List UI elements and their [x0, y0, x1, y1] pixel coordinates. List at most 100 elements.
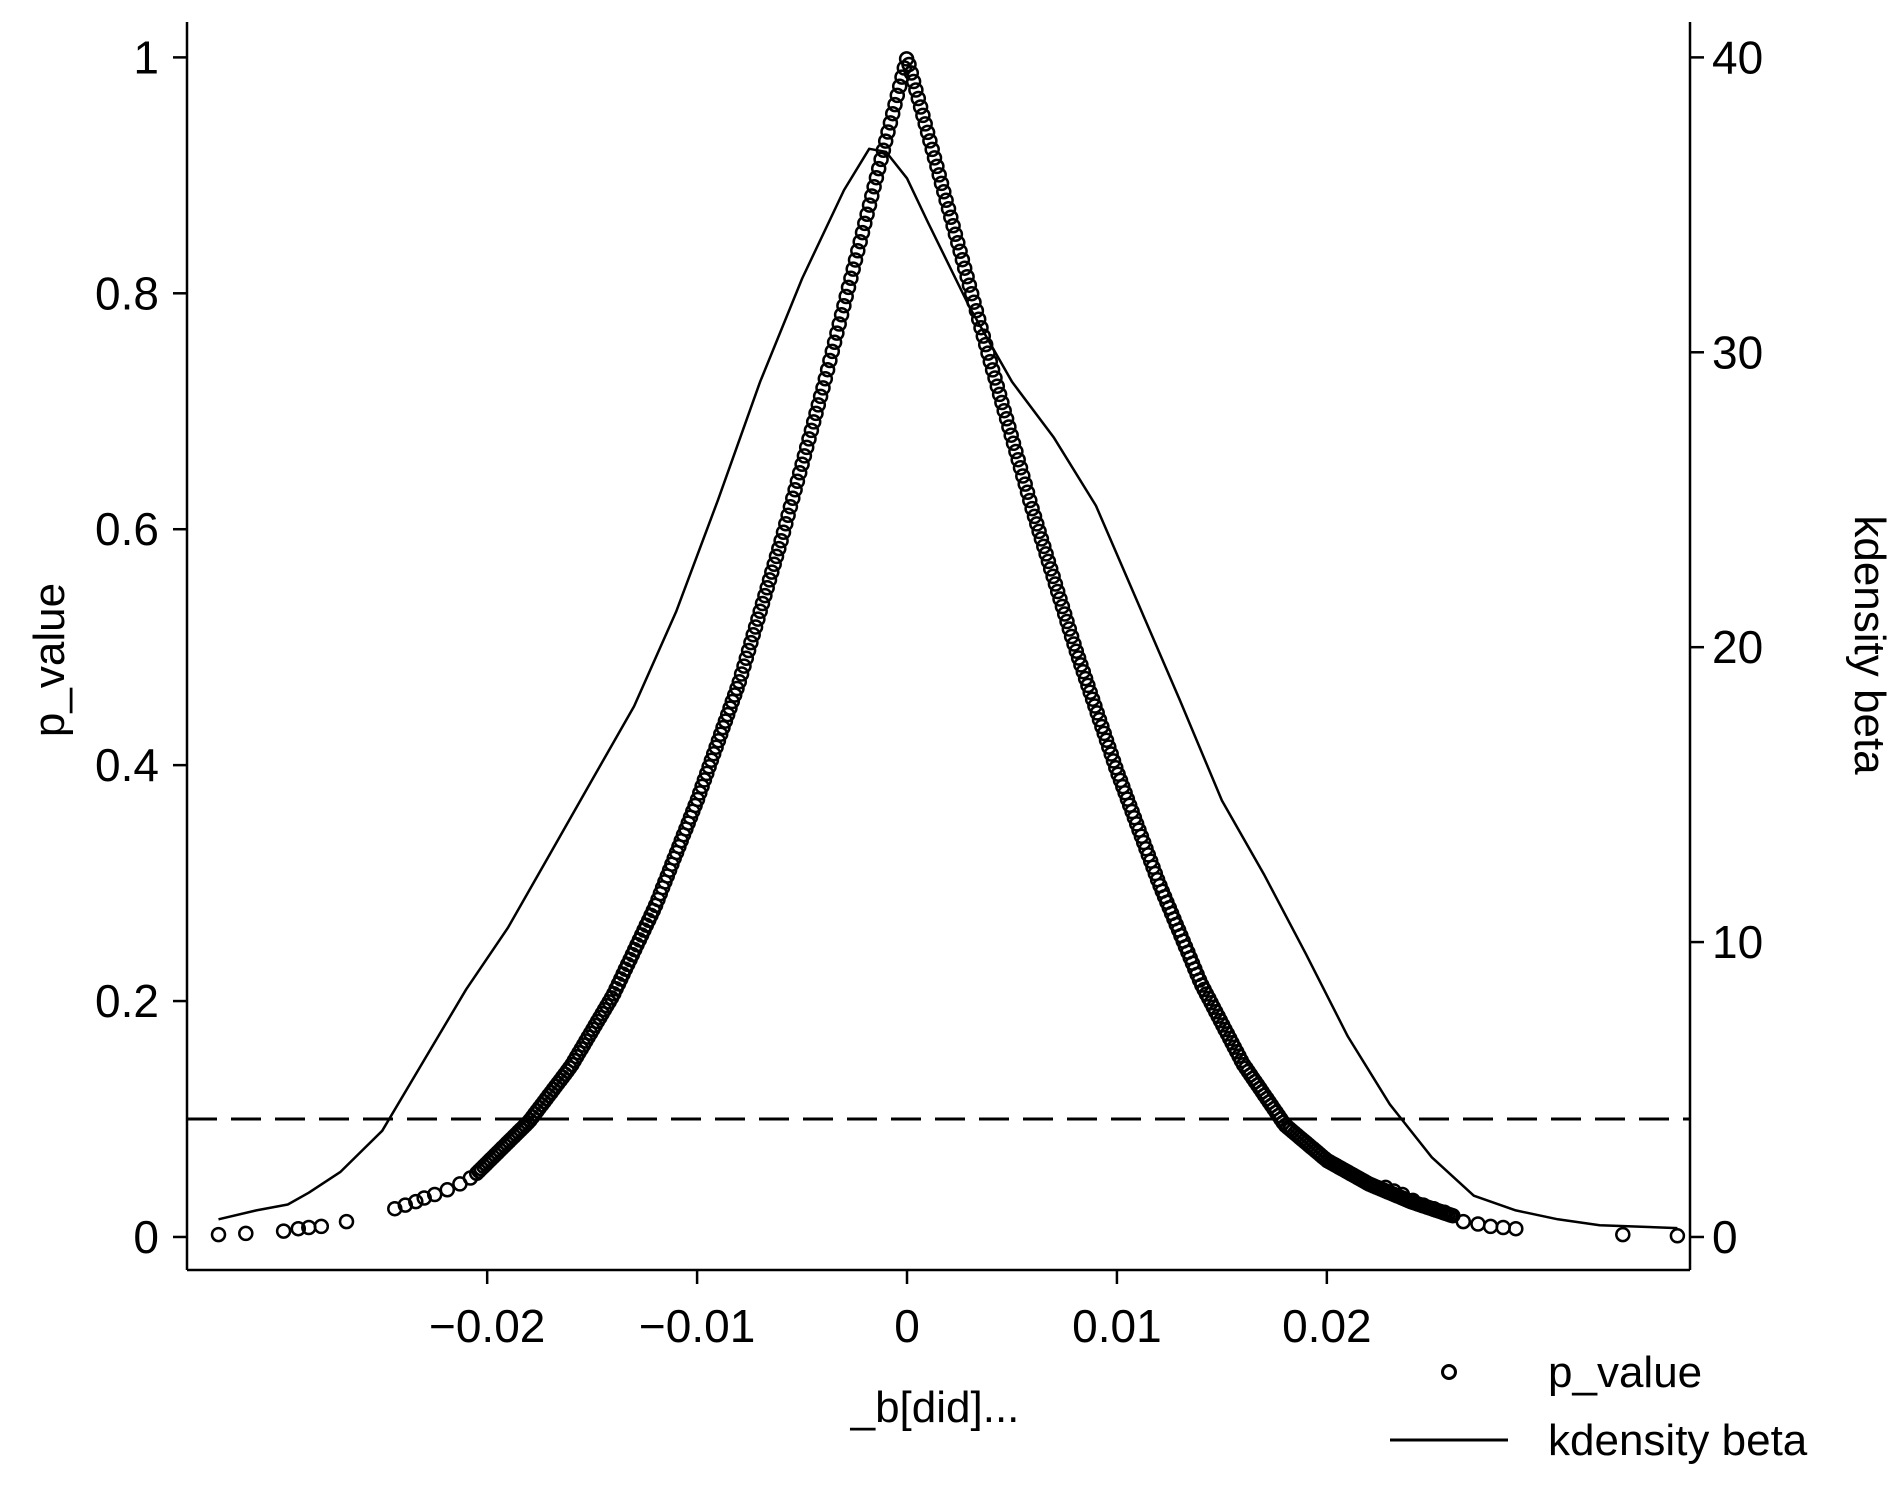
p-value-point [984, 362, 1001, 378]
p-value-point [843, 270, 859, 287]
p-value-point [852, 233, 868, 250]
p-value-point [877, 133, 894, 149]
p-value-point [922, 133, 938, 149]
p-value-point [912, 99, 929, 115]
p-value-point [733, 666, 750, 682]
p-value-point [1077, 670, 1094, 687]
p-value-point [798, 439, 815, 456]
p-value-point [847, 252, 864, 268]
p-value-point [812, 388, 829, 405]
p-value-point [903, 65, 920, 81]
p-value-point [982, 353, 999, 370]
y-tick-label: 0.2 [95, 975, 159, 1027]
y-tick-label: 0 [133, 1211, 159, 1263]
p-value-point [838, 288, 854, 305]
p-value-point [882, 115, 899, 131]
p-value-point [1015, 468, 1031, 484]
p-value-point [1094, 718, 1110, 735]
p-value-point [1066, 636, 1082, 652]
p-value-point [956, 260, 973, 276]
p-value-point [866, 179, 882, 195]
p-value-point [1038, 546, 1054, 562]
p-value-point [1059, 613, 1075, 630]
p-value-point [789, 473, 806, 490]
p-value-point [1482, 1218, 1499, 1235]
p-value-point [785, 490, 801, 507]
x-tick-label: 0.01 [1072, 1300, 1162, 1352]
p-value-point [768, 548, 785, 565]
kdensity-series-group [218, 147, 1678, 1230]
p-value-point [1031, 523, 1047, 540]
p-value-point [764, 564, 780, 580]
p-value-point [1024, 500, 1040, 517]
p-value-point [740, 642, 757, 659]
p-value-point [736, 658, 752, 674]
p-value-point [815, 380, 831, 396]
p-value-point [926, 150, 943, 166]
p-value-point [1082, 684, 1098, 701]
p-value-point [766, 556, 782, 573]
p-value-point [917, 116, 933, 132]
p-value-point [826, 334, 843, 351]
x-tick-label: 0 [894, 1300, 920, 1352]
p-value-point [743, 634, 759, 651]
p-value-point [905, 73, 922, 90]
p-value-point [1008, 443, 1024, 460]
p-value-point [975, 328, 992, 344]
p-value-point [947, 226, 964, 243]
p-value-point [791, 465, 808, 481]
p-value-point [810, 397, 827, 413]
p-value-point [833, 307, 850, 323]
p-value-point [824, 343, 841, 360]
p-value-point [805, 414, 822, 430]
p-value-point [973, 319, 989, 336]
p-value-point [210, 1226, 227, 1243]
axes [173, 22, 1704, 1284]
p-value-point [408, 1193, 424, 1210]
p-value-point [1101, 739, 1117, 755]
p-value-point [875, 142, 892, 159]
p-value-point [915, 107, 931, 124]
p-value-point [870, 160, 887, 177]
legend-marker-p-value [1441, 1364, 1457, 1380]
p-value-point [1089, 705, 1105, 721]
y2-tick-label: 30 [1712, 326, 1763, 378]
p-value-point [1470, 1216, 1486, 1232]
p-value-point [961, 277, 978, 293]
p-value-point [854, 224, 871, 241]
p-value-point [1061, 621, 1078, 637]
p-value-point [759, 580, 775, 596]
p-value-point [901, 56, 917, 73]
p-value-point [1105, 753, 1122, 769]
p-value-point [819, 361, 836, 378]
p-value-point [1103, 746, 1119, 762]
p-value-point [1026, 508, 1043, 525]
p-value-point [699, 765, 715, 782]
p-value-point [1495, 1219, 1511, 1236]
p-value-point [861, 197, 878, 213]
x-tick-label: −0.01 [639, 1300, 755, 1352]
x-axis-label: _b[did]... [850, 1383, 1020, 1432]
p-value-point [950, 235, 966, 251]
p-value-point [1091, 711, 1108, 728]
p-value-point [750, 611, 766, 627]
p-value-point [1049, 583, 1066, 600]
p-value-point [745, 627, 761, 643]
p-value-point [731, 674, 748, 690]
p-value-point [778, 516, 794, 532]
p-value-point [1445, 1207, 1461, 1224]
p-value-point [1047, 576, 1064, 592]
p-value-point [966, 294, 982, 310]
p-value-point [1054, 598, 1071, 615]
p-value-point [712, 726, 729, 742]
p-value-point [817, 371, 834, 387]
p-value-point [338, 1213, 355, 1230]
x-tick-label: −0.02 [429, 1300, 545, 1352]
y-axis-label-right: kdensity beta [1845, 515, 1888, 775]
p-value-point [943, 209, 959, 226]
p-value-point [722, 700, 738, 716]
p-value-point [929, 158, 945, 175]
p-value-point [1012, 460, 1029, 476]
p-value-point [977, 336, 994, 353]
p-value-point [931, 167, 947, 183]
